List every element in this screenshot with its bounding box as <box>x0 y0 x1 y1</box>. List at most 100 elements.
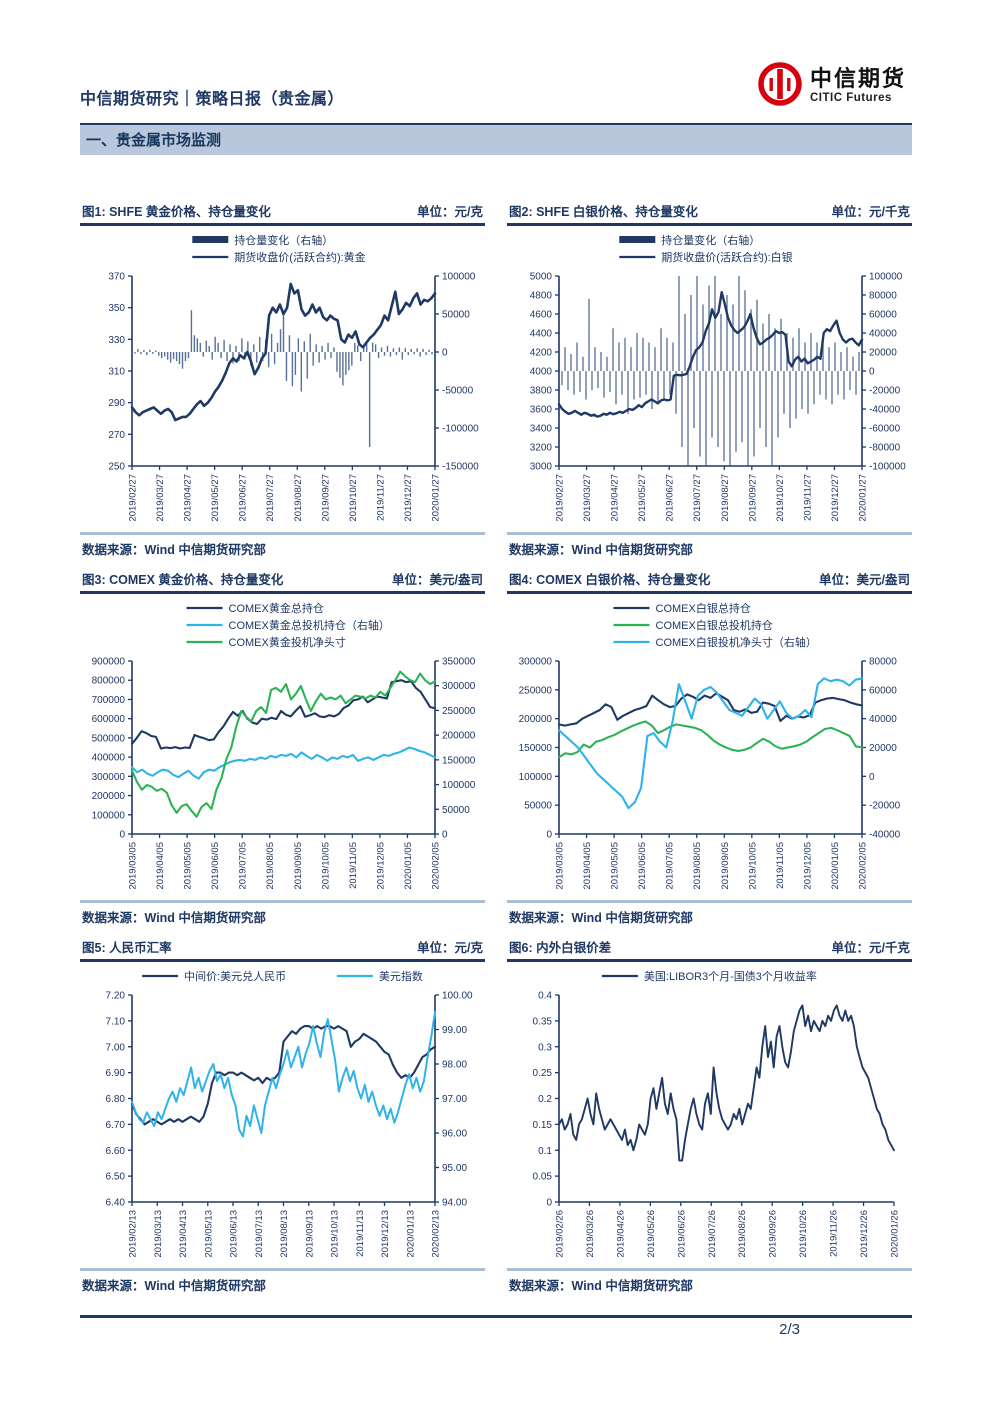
svg-text:600000: 600000 <box>92 714 126 725</box>
svg-text:持仓量变化（右轴）: 持仓量变化（右轴） <box>661 233 760 247</box>
figure-4-header: 图4: COMEX 白银价格、持仓量变化 单位：美元/盎司 <box>507 567 912 594</box>
svg-text:6.50: 6.50 <box>106 1172 126 1183</box>
svg-text:50000: 50000 <box>442 310 470 321</box>
figure-1-chart: 250 270 290 310 330 350 370 -150000 -100000 -5000… <box>80 226 485 532</box>
section-title-bar: 一、贵金属市场监测 <box>80 123 912 155</box>
svg-text:310: 310 <box>108 367 125 378</box>
svg-text:50000: 50000 <box>442 805 470 816</box>
svg-text:2019/04/27: 2019/04/27 <box>183 474 194 522</box>
svg-text:0: 0 <box>869 772 875 783</box>
svg-text:-20000: -20000 <box>869 386 901 397</box>
citic-emblem-icon <box>757 61 803 112</box>
report-page: 中信期货研究｜策略日报（贵金属） 中信期货 CITIC Futures 一、贵金… <box>80 0 912 1338</box>
svg-text:2019/08/05: 2019/08/05 <box>692 842 703 890</box>
svg-text:3000: 3000 <box>530 462 553 473</box>
figure-6-header: 图6: 内外白银价差 单位：元/千克 <box>507 935 912 962</box>
svg-text:250: 250 <box>108 462 125 473</box>
svg-text:2019/02/27: 2019/02/27 <box>555 474 566 522</box>
svg-text:3600: 3600 <box>530 405 553 416</box>
figure-3-unit: 单位：美元/盎司 <box>392 573 483 587</box>
svg-text:2019/02/27: 2019/02/27 <box>128 474 139 522</box>
svg-text:2019/03/05: 2019/03/05 <box>128 842 139 890</box>
figure-6-title: 图6: 内外白银价差 <box>509 941 612 955</box>
section-title: 一、贵金属市场监测 <box>86 132 222 149</box>
svg-text:2019/10/26: 2019/10/26 <box>798 1210 809 1258</box>
svg-text:98.00: 98.00 <box>442 1060 467 1071</box>
svg-text:2019/10/27: 2019/10/27 <box>775 474 786 522</box>
citic-logo: 中信期货 CITIC Futures <box>754 58 912 117</box>
footer-rule <box>80 1315 912 1318</box>
svg-text:100000: 100000 <box>442 780 476 791</box>
svg-text:2019/06/27: 2019/06/27 <box>238 474 249 522</box>
svg-text:2019/08/27: 2019/08/27 <box>720 474 731 522</box>
svg-text:3400: 3400 <box>530 424 553 435</box>
svg-text:0: 0 <box>442 830 448 841</box>
svg-text:2019/08/05: 2019/08/05 <box>265 842 276 890</box>
svg-text:2020/02/13: 2020/02/13 <box>431 1210 442 1258</box>
svg-text:美元指数: 美元指数 <box>379 969 423 983</box>
svg-text:100.00: 100.00 <box>442 991 473 1002</box>
svg-text:80000: 80000 <box>869 657 897 668</box>
svg-text:2019/06/13: 2019/06/13 <box>229 1210 240 1258</box>
svg-text:6.40: 6.40 <box>106 1198 126 1209</box>
svg-text:2019/03/13: 2019/03/13 <box>153 1210 164 1258</box>
report-header: 中信期货研究｜策略日报（贵金属） 中信期货 CITIC Futures <box>80 58 912 117</box>
svg-text:2019/08/27: 2019/08/27 <box>293 474 304 522</box>
svg-text:2019/02/13: 2019/02/13 <box>128 1210 139 1258</box>
svg-text:100000: 100000 <box>92 810 126 821</box>
svg-text:0: 0 <box>442 348 448 359</box>
svg-text:2019/07/05: 2019/07/05 <box>238 842 249 890</box>
svg-text:300000: 300000 <box>442 681 476 692</box>
svg-text:2019/10/13: 2019/10/13 <box>330 1210 341 1258</box>
figure-4-block: 图4: COMEX 白银价格、持仓量变化 单位：美元/盎司 0 50000 1000… <box>507 567 912 931</box>
svg-text:97.00: 97.00 <box>442 1094 467 1105</box>
svg-text:2019/07/26: 2019/07/26 <box>707 1210 718 1258</box>
svg-text:2019/09/05: 2019/09/05 <box>293 842 304 890</box>
svg-text:2020/01/26: 2020/01/26 <box>890 1210 901 1258</box>
svg-text:-150000: -150000 <box>442 462 479 473</box>
svg-text:0.05: 0.05 <box>533 1172 553 1183</box>
figure-5-title: 图5: 人民币汇率 <box>82 941 172 955</box>
svg-text:200000: 200000 <box>519 714 553 725</box>
svg-text:2019/11/27: 2019/11/27 <box>375 474 386 521</box>
svg-text:中间价:美元兑人民币: 中间价:美元兑人民币 <box>184 969 286 983</box>
svg-text:-50000: -50000 <box>442 386 474 397</box>
svg-text:2019/10/05: 2019/10/05 <box>320 842 331 890</box>
svg-text:150000: 150000 <box>442 755 476 766</box>
figure-4-source: 数据来源：Wind 中信期货研究部 <box>507 900 912 931</box>
svg-text:美国:LIBOR3个月-国债3个月收益率: 美国:LIBOR3个月-国债3个月收益率 <box>644 969 817 983</box>
svg-text:2019/09/26: 2019/09/26 <box>768 1210 779 1258</box>
svg-text:100000: 100000 <box>442 272 476 283</box>
svg-text:2019/05/13: 2019/05/13 <box>203 1210 214 1258</box>
svg-text:60000: 60000 <box>869 685 897 696</box>
svg-text:COMEX白银投机净头寸（右轴）: COMEX白银投机净头寸（右轴） <box>656 635 817 649</box>
svg-text:2020/02/05: 2020/02/05 <box>858 842 869 890</box>
figure-3-header: 图3: COMEX 黄金价格、持仓量变化 单位：美元/盎司 <box>80 567 485 594</box>
svg-text:7.10: 7.10 <box>106 1016 126 1027</box>
svg-text:2019/05/27: 2019/05/27 <box>210 474 221 522</box>
svg-text:2019/06/26: 2019/06/26 <box>676 1210 687 1258</box>
svg-text:-100000: -100000 <box>869 462 906 473</box>
svg-text:350000: 350000 <box>442 657 476 668</box>
svg-text:COMEX黄金总持仓: COMEX黄金总持仓 <box>229 601 324 615</box>
svg-text:100000: 100000 <box>519 772 553 783</box>
figure-5-source: 数据来源：Wind 中信期货研究部 <box>80 1268 485 1299</box>
svg-text:2019/07/13: 2019/07/13 <box>254 1210 265 1258</box>
svg-text:0.2: 0.2 <box>538 1094 552 1105</box>
figure-4-title: 图4: COMEX 白银价格、持仓量变化 <box>509 573 711 587</box>
svg-text:2019/12/05: 2019/12/05 <box>375 842 386 890</box>
svg-text:0.4: 0.4 <box>538 991 552 1002</box>
svg-text:0: 0 <box>546 830 552 841</box>
svg-text:2020/01/05: 2020/01/05 <box>830 842 841 890</box>
svg-text:2019/06/05: 2019/06/05 <box>637 842 648 890</box>
svg-text:2019/12/27: 2019/12/27 <box>830 474 841 522</box>
svg-text:250000: 250000 <box>442 706 476 717</box>
svg-text:2019/05/27: 2019/05/27 <box>637 474 648 522</box>
figure-1-header: 图1: SHFE 黄金价格、持仓量变化 单位：元/克 <box>80 199 485 226</box>
svg-text:2019/11/26: 2019/11/26 <box>829 1210 840 1257</box>
svg-text:2019/05/05: 2019/05/05 <box>183 842 194 890</box>
figure-1-block: 图1: SHFE 黄金价格、持仓量变化 单位：元/克 250 270 290 310 3… <box>80 199 485 563</box>
svg-text:COMEX白银总投机持仓: COMEX白银总投机持仓 <box>656 618 773 632</box>
svg-text:40000: 40000 <box>869 329 897 340</box>
figure-2-source: 数据来源：Wind 中信期货研究部 <box>507 532 912 563</box>
